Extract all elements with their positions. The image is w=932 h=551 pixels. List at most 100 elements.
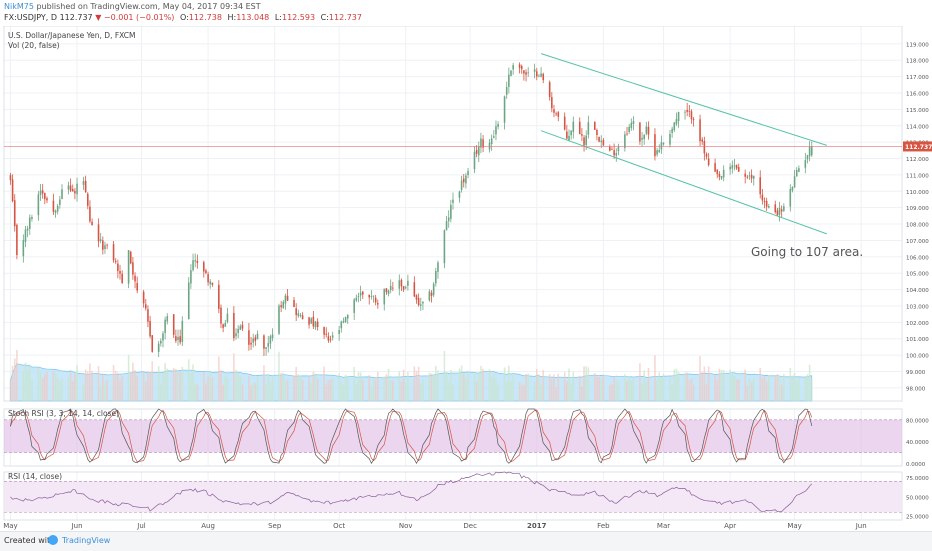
candle-body — [282, 301, 285, 309]
candle-body — [314, 321, 317, 328]
time-tick-label: Nov — [399, 522, 413, 530]
candle-body — [611, 149, 613, 150]
volume-bar — [166, 368, 169, 401]
candle-body — [774, 204, 777, 213]
candle-body — [144, 304, 147, 309]
candle-body — [452, 199, 454, 203]
volume-bar — [557, 373, 560, 401]
price-tick-label: 114.000 — [906, 124, 929, 130]
tradingview-link[interactable]: TradingView — [62, 536, 111, 545]
volume-bar — [535, 368, 538, 401]
volume-bar — [175, 369, 177, 401]
candle-body — [658, 150, 661, 153]
close-value: 112.737 — [328, 13, 362, 22]
volume-bar — [555, 387, 557, 401]
volume-bar — [445, 372, 448, 401]
candle-body — [372, 295, 375, 297]
volume-bar — [136, 375, 138, 401]
candle-body — [808, 146, 811, 157]
volume-bar — [99, 385, 102, 401]
candle-body — [162, 333, 164, 341]
candle-body — [572, 121, 575, 132]
volume-bar — [714, 375, 716, 401]
price-tick-label: 106.000 — [906, 255, 929, 261]
volume-bar — [593, 373, 596, 401]
candle-body — [585, 135, 587, 146]
candle-body — [432, 283, 435, 296]
candle-body — [795, 170, 798, 177]
candle-body — [301, 315, 304, 320]
stoch-d-line — [10, 409, 813, 463]
close-label: C: — [320, 13, 329, 22]
candle-body — [497, 124, 499, 127]
candle-body — [609, 146, 611, 151]
candle-body — [359, 292, 362, 296]
price-tick-label: 118.000 — [906, 59, 929, 65]
candle-body — [377, 302, 379, 305]
volume-bar — [37, 367, 40, 401]
time-tick-label: May — [787, 522, 801, 530]
volume-bar — [377, 371, 379, 401]
candle-body — [602, 139, 605, 146]
volume-bar — [312, 371, 315, 401]
volume-bar — [690, 378, 693, 401]
volume-bar — [52, 371, 55, 401]
candle-body — [82, 181, 85, 185]
candle-body — [630, 122, 633, 129]
volume-bar — [325, 383, 328, 401]
price-tick-label: 111.000 — [906, 173, 929, 179]
volume-bar — [196, 384, 199, 401]
candle-body — [677, 111, 680, 122]
candle-body — [780, 209, 783, 212]
candle-body — [404, 287, 407, 289]
volume-bar — [181, 366, 184, 401]
volume-bar — [791, 375, 794, 401]
volume-bar — [220, 370, 222, 401]
candle-body — [490, 138, 493, 145]
volume-bar — [106, 380, 108, 401]
candle-body — [196, 260, 199, 263]
candle-body — [563, 116, 566, 130]
volume-bar — [102, 374, 104, 401]
volume-bar — [160, 384, 162, 401]
chart-canvas[interactable]: May Jun Jul Aug Sep Oct Nov Dec 2017 Feb Mar Apr May… — [0, 26, 932, 531]
volume-bar — [587, 367, 590, 401]
volume-bar — [460, 365, 463, 401]
candle-body — [172, 314, 175, 335]
low-label: L: — [274, 13, 282, 22]
volume-bar — [654, 355, 656, 401]
volume-bar — [615, 379, 618, 401]
volume-bar — [673, 369, 676, 401]
candle-body — [675, 119, 678, 125]
candle-body — [299, 315, 302, 316]
volume-bar — [114, 370, 117, 401]
volume-bar — [338, 373, 340, 401]
candle-body — [407, 280, 409, 286]
volume-bar — [282, 372, 285, 401]
volume-bar — [89, 363, 91, 401]
volume-bar — [783, 374, 785, 401]
candle-body — [323, 326, 325, 335]
volume-bar — [493, 373, 495, 401]
candle-body — [76, 183, 78, 195]
candle-body — [26, 228, 29, 231]
candle-body — [768, 206, 770, 208]
volume-bar — [810, 378, 813, 401]
author-link[interactable]: NikM75 — [4, 2, 34, 11]
volume-bar — [316, 378, 319, 401]
volume-bar — [705, 384, 708, 401]
candle-body — [308, 317, 310, 325]
candle-body — [13, 200, 16, 227]
volume-bar — [97, 366, 100, 401]
candle-body — [718, 173, 721, 177]
candle-body — [435, 270, 437, 284]
candle-body — [37, 194, 40, 216]
volume-bar — [370, 387, 373, 401]
candle-body — [415, 295, 418, 300]
last-price: 112.737 — [59, 13, 93, 22]
candle-body — [645, 126, 648, 134]
price-tick-label: 109.000 — [906, 206, 929, 212]
candle-body — [24, 229, 27, 242]
candle-body — [46, 198, 48, 201]
candle-body — [617, 146, 620, 152]
